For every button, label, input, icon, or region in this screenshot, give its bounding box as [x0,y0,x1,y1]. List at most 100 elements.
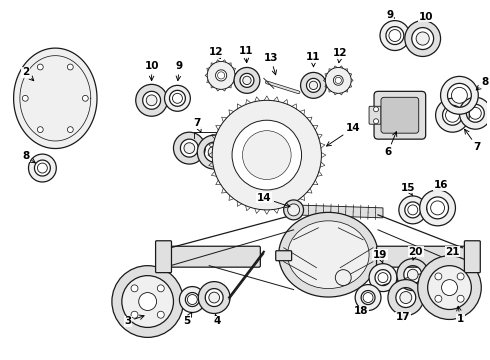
Text: 3: 3 [124,315,144,327]
Wedge shape [460,97,490,129]
Circle shape [157,285,164,292]
Text: 10: 10 [145,62,159,81]
Circle shape [457,295,464,302]
Text: 13: 13 [264,54,278,75]
Circle shape [68,64,73,70]
Wedge shape [388,280,424,315]
Text: 1: 1 [457,306,464,324]
Wedge shape [28,154,56,182]
Circle shape [172,93,182,103]
FancyBboxPatch shape [156,241,171,273]
Circle shape [363,293,373,302]
Circle shape [37,64,43,70]
Circle shape [131,285,138,292]
FancyBboxPatch shape [465,241,480,273]
FancyBboxPatch shape [376,246,469,267]
Circle shape [407,269,418,280]
Circle shape [457,273,464,280]
Circle shape [157,311,164,318]
Wedge shape [325,67,351,93]
Text: 15: 15 [400,183,415,196]
Wedge shape [165,85,190,111]
Wedge shape [234,67,260,93]
Circle shape [378,273,388,283]
Ellipse shape [288,221,369,289]
Text: 18: 18 [354,306,368,316]
Text: 4: 4 [214,315,221,327]
FancyBboxPatch shape [276,251,292,261]
Wedge shape [173,132,205,164]
Text: 21: 21 [445,247,460,257]
Text: 7: 7 [194,118,201,132]
Circle shape [373,119,378,124]
Text: 19: 19 [373,250,387,263]
Wedge shape [136,84,168,116]
Circle shape [23,95,28,101]
Text: 11: 11 [239,45,253,63]
Circle shape [37,163,48,173]
Circle shape [208,146,220,158]
Wedge shape [207,62,235,89]
Circle shape [435,273,442,280]
Wedge shape [179,287,205,312]
Circle shape [288,204,299,216]
Text: 5: 5 [183,312,192,327]
Wedge shape [405,21,441,57]
Circle shape [373,107,378,112]
Circle shape [400,292,412,303]
FancyBboxPatch shape [374,91,426,139]
Circle shape [408,205,418,215]
Circle shape [335,77,342,84]
Circle shape [122,276,173,328]
Circle shape [37,127,43,132]
Text: 12: 12 [333,49,347,63]
Wedge shape [441,76,478,114]
Circle shape [418,256,481,319]
Circle shape [184,143,195,153]
FancyBboxPatch shape [163,246,260,267]
Circle shape [428,266,471,310]
Text: 2: 2 [22,67,34,81]
Circle shape [82,95,88,101]
Circle shape [389,30,401,41]
Text: 11: 11 [306,53,321,67]
Wedge shape [300,72,326,98]
Circle shape [218,72,225,79]
Wedge shape [380,21,410,50]
Text: 17: 17 [395,312,410,323]
Text: 8: 8 [22,151,35,163]
Text: 20: 20 [409,247,423,260]
Circle shape [112,266,183,337]
Wedge shape [355,285,381,310]
Wedge shape [436,98,469,132]
Circle shape [441,280,458,296]
Text: 14: 14 [326,123,361,146]
Circle shape [243,76,251,85]
Text: 16: 16 [433,180,448,190]
Text: 7: 7 [465,129,481,152]
Circle shape [131,311,138,318]
Circle shape [469,107,481,119]
Text: 9: 9 [386,10,394,20]
Circle shape [451,87,467,103]
Polygon shape [294,205,383,218]
Circle shape [445,108,460,122]
Ellipse shape [279,212,378,297]
Text: 10: 10 [418,12,433,22]
Wedge shape [212,100,321,210]
Circle shape [435,295,442,302]
Text: 9: 9 [176,62,183,81]
Circle shape [243,131,291,180]
Circle shape [146,95,157,106]
Text: 8: 8 [476,77,489,90]
Wedge shape [369,264,397,292]
Circle shape [68,127,73,132]
Circle shape [335,270,351,285]
FancyBboxPatch shape [369,106,381,124]
Wedge shape [420,190,456,226]
Wedge shape [397,259,429,291]
Circle shape [187,294,197,305]
Wedge shape [198,282,230,314]
Circle shape [416,32,429,45]
Circle shape [309,81,318,90]
